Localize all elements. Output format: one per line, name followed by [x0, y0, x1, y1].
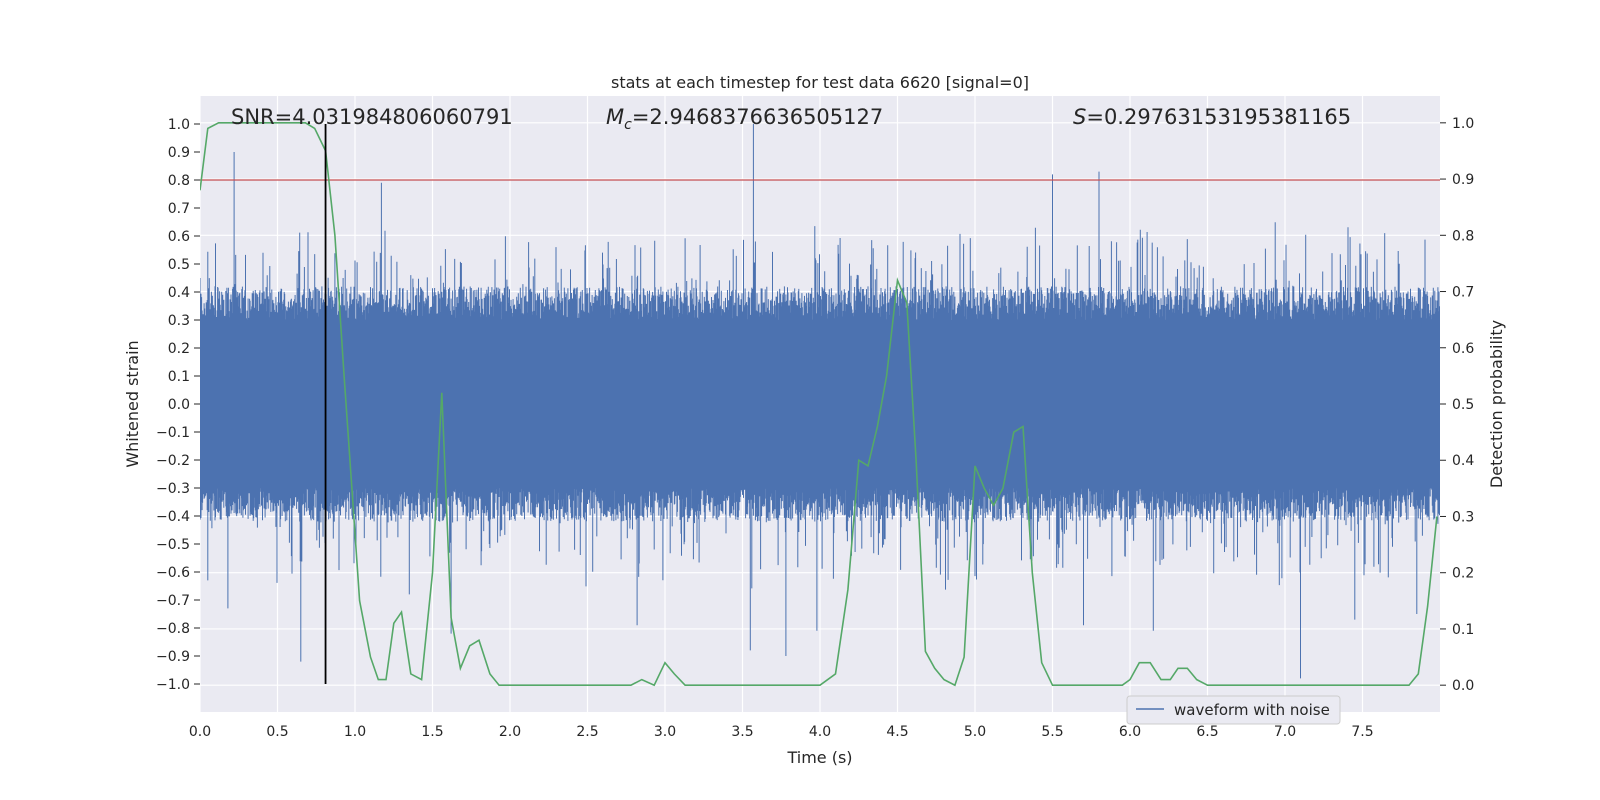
- x-tick-label: 6.0: [1119, 724, 1141, 740]
- y-tick-label: 0.4: [168, 285, 190, 301]
- y-tick-label: −0.6: [156, 565, 190, 581]
- y-tick-label: −0.4: [156, 509, 190, 525]
- x-axis-ticks: 0.0 0.5 1.0 1.5 2.0 2.5 3.0 3.5 4.0 4.5 5.0 5.5 6.0 6…: [189, 724, 1374, 740]
- mc-value: =2.9468376636505127: [632, 105, 883, 129]
- y-tick-label: 0.0: [168, 397, 190, 413]
- y-axis-label: Whitened strain: [123, 340, 142, 467]
- s-annotation: S=0.29763153195381165: [1073, 105, 1351, 129]
- x-tick-label: 2.0: [499, 724, 521, 740]
- x-tick-label: 1.0: [344, 724, 366, 740]
- y-tick-label: −0.9: [156, 649, 190, 665]
- y-tick-label: −0.5: [156, 537, 190, 553]
- y-tick-label: −1.0: [156, 677, 190, 693]
- x-tick-label: 0.5: [266, 724, 288, 740]
- legend-box: [1126, 695, 1341, 725]
- detection-probability-series: [200, 122, 1438, 687]
- y2-tick-label: 0.5: [1452, 397, 1474, 413]
- y-tick-label: 0.1: [168, 369, 190, 385]
- x-tick-label: 7.5: [1351, 724, 1373, 740]
- legend: waveform with noise: [1126, 695, 1341, 725]
- x-tick-label: 5.5: [1041, 724, 1063, 740]
- x-tick-label: 0.0: [189, 724, 211, 740]
- x-tick-label: 4.5: [886, 724, 908, 740]
- y2-tick-label: 0.4: [1452, 453, 1474, 469]
- y2-tick-label: 0.8: [1452, 228, 1474, 244]
- x-axis-label: Time (s): [786, 748, 852, 767]
- x-tick-label: 4.0: [809, 724, 831, 740]
- y-tick-label: 1.0: [168, 117, 190, 133]
- x-tick-label: 3.5: [731, 724, 753, 740]
- x-tick-label: 6.5: [1196, 724, 1218, 740]
- mc-subscript: c: [624, 117, 632, 133]
- snr-annotation: SNR=4.031984806060791: [231, 105, 513, 129]
- plot-content: [200, 122, 1440, 687]
- y2-tick-label: 0.6: [1452, 341, 1474, 357]
- mc-symbol: M: [606, 105, 624, 129]
- y-axis-ticks: 1.0 0.9 0.8 0.7 0.6 0.5 0.4 0.3 0.2 0.1 0.0 −0.1 −0.…: [156, 117, 200, 693]
- waveform-series: [200, 124, 1440, 679]
- y2-axis-ticks: 1.0 0.9 0.8 0.7 0.6 0.5 0.4 0.3 0.2 0.1 0.0: [1440, 116, 1474, 694]
- y2-tick-label: 0.3: [1452, 509, 1474, 525]
- y-tick-label: 0.7: [168, 201, 190, 217]
- y-tick-label: 0.3: [168, 313, 190, 329]
- x-tick-label: 3.0: [654, 724, 676, 740]
- x-tick-label: 5.0: [964, 724, 986, 740]
- y2-tick-label: 0.2: [1452, 566, 1474, 582]
- y-tick-label: −0.1: [156, 425, 190, 441]
- chart-title: stats at each timestep for test data 662…: [611, 73, 1029, 92]
- s-symbol: S: [1073, 105, 1086, 129]
- y2-tick-label: 0.7: [1452, 285, 1474, 301]
- mc-annotation: Mc=2.9468376636505127: [606, 105, 883, 133]
- y-tick-label: 0.5: [168, 257, 190, 273]
- y2-tick-label: 1.0: [1452, 116, 1474, 132]
- y-tick-label: −0.2: [156, 453, 190, 469]
- y-tick-label: 0.9: [168, 145, 190, 161]
- legend-entry: waveform with noise: [1174, 701, 1330, 719]
- y2-tick-label: 0.1: [1452, 622, 1474, 638]
- x-tick-label: 7.0: [1274, 724, 1296, 740]
- y2-axis-label: Detection probability: [1487, 320, 1506, 488]
- y2-tick-label: 0.9: [1452, 172, 1474, 188]
- y-tick-label: 0.8: [168, 173, 190, 189]
- x-tick-label: 1.5: [421, 724, 443, 740]
- y-tick-label: 0.2: [168, 341, 190, 357]
- x-tick-label: 2.5: [576, 724, 598, 740]
- y2-tick-label: 0.0: [1452, 678, 1474, 694]
- y-tick-label: −0.3: [156, 481, 190, 497]
- s-value: =0.29763153195381165: [1086, 105, 1351, 129]
- y-tick-label: 0.6: [168, 229, 190, 245]
- y-tick-label: −0.8: [156, 621, 190, 637]
- y-tick-label: −0.7: [156, 593, 190, 609]
